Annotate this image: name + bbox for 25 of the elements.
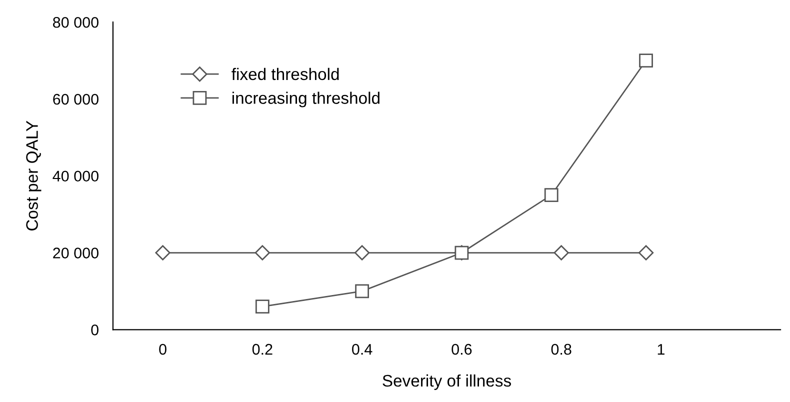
x-tick-label: 0.4 (352, 344, 372, 355)
y-tick-label: 20 000 (53, 248, 98, 258)
point (554, 245, 569, 260)
point (355, 284, 369, 298)
y-tick-label: 0 (91, 324, 98, 336)
x-tick-label: 0 (159, 344, 166, 355)
y-tick-label: 40 000 (52, 170, 98, 182)
x-tick-label: 1 (658, 344, 664, 355)
x-tick-label: 0.2 (252, 344, 272, 355)
y-tick-label: 80 000 (53, 16, 98, 28)
x-axis-title: Severity of illness (382, 374, 511, 390)
point (454, 246, 469, 260)
point (255, 300, 270, 314)
point (354, 245, 370, 260)
point (639, 54, 653, 68)
y-tick-label: 60 000 (53, 94, 98, 105)
y-axis-title: Cost per QALY (26, 120, 42, 230)
x-tick-label: 0.8 (551, 344, 572, 355)
legend-label: increasing threshold (232, 92, 380, 108)
point (638, 245, 654, 260)
x-tick-label: 0.6 (452, 344, 472, 355)
point (254, 245, 270, 260)
legend-label: fixed threshold (232, 68, 339, 80)
point (544, 188, 558, 202)
point (155, 245, 170, 260)
